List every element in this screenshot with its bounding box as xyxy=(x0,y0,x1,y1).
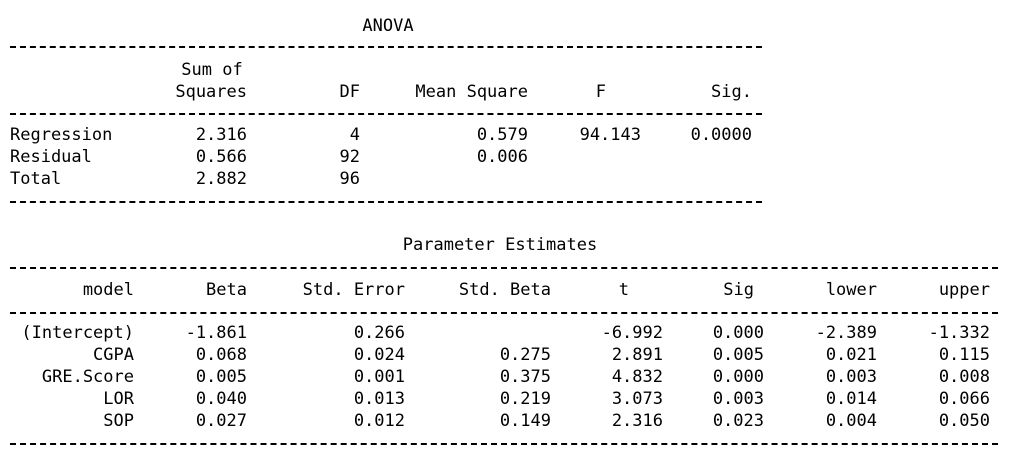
anova-row-label: Total xyxy=(10,169,62,189)
params-row-lower: 0.004 xyxy=(825,411,877,431)
params-row-t: 2.316 xyxy=(611,411,663,431)
params-row-lower: 0.003 xyxy=(825,367,877,387)
params-row-t: 3.073 xyxy=(611,389,663,409)
params-header-std-beta: Std. Beta xyxy=(458,280,551,300)
anova-row-df: 92 xyxy=(339,147,360,167)
params-row-std-beta: 0.275 xyxy=(499,345,551,365)
params-row-std-beta: 0.149 xyxy=(499,411,551,431)
params-row-lower: 0.014 xyxy=(825,389,877,409)
params-rule-top xyxy=(10,267,998,269)
params-row-sig: 0.000 xyxy=(712,323,764,343)
anova-row-df: 96 xyxy=(339,169,360,189)
params-row-se: 0.001 xyxy=(353,367,405,387)
anova-row-label: Residual xyxy=(10,147,92,167)
anova-header-ss: Squares xyxy=(175,82,247,102)
params-title: Parameter Estimates xyxy=(402,235,598,255)
params-row-lower: -2.389 xyxy=(815,323,877,343)
anova-rule-bottom xyxy=(10,201,762,203)
params-header-beta: Beta xyxy=(206,280,247,300)
anova-row-f: 94.143 xyxy=(579,125,641,145)
params-row-model: CGPA xyxy=(93,345,134,365)
params-row-sig: 0.000 xyxy=(712,367,764,387)
params-row-beta: 0.068 xyxy=(195,345,247,365)
params-row-se: 0.266 xyxy=(353,323,405,343)
params-row-sig: 0.005 xyxy=(712,345,764,365)
params-header-model: model xyxy=(82,280,134,300)
anova-row-ms: 0.579 xyxy=(476,125,528,145)
params-row-beta: 0.005 xyxy=(195,367,247,387)
anova-header-ms: Mean Square xyxy=(415,82,528,102)
params-row-std-beta: 0.375 xyxy=(499,367,551,387)
params-row-upper: 0.066 xyxy=(938,389,990,409)
params-row-upper: -1.332 xyxy=(928,323,990,343)
anova-row-label: Regression xyxy=(10,125,113,145)
params-row-beta: -1.861 xyxy=(185,323,247,343)
params-row-t: 4.832 xyxy=(611,367,663,387)
params-row-se: 0.024 xyxy=(353,345,405,365)
params-row-beta: 0.040 xyxy=(195,389,247,409)
anova-row-ss: 2.316 xyxy=(195,125,247,145)
params-row-sig: 0.003 xyxy=(712,389,764,409)
params-row-std-beta: 0.219 xyxy=(499,389,551,409)
params-header-upper: upper xyxy=(938,280,990,300)
params-row-model: SOP xyxy=(103,411,134,431)
params-row-lower: 0.021 xyxy=(825,345,877,365)
params-row-model: LOR xyxy=(103,389,134,409)
params-rule-bottom xyxy=(10,443,998,445)
params-header-t: t xyxy=(618,280,629,300)
anova-row-sig: 0.0000 xyxy=(690,125,752,145)
params-rule-mid xyxy=(10,312,998,314)
anova-header-ss-top: Sum of xyxy=(181,60,243,80)
params-row-se: 0.013 xyxy=(353,389,405,409)
anova-title: ANOVA xyxy=(362,16,414,36)
anova-header-df: DF xyxy=(339,82,360,102)
params-header-std-error: Std. Error xyxy=(302,280,405,300)
params-row-model: GRE.Score xyxy=(41,367,134,387)
params-row-upper: 0.050 xyxy=(938,411,990,431)
params-row-se: 0.012 xyxy=(353,411,405,431)
params-row-beta: 0.027 xyxy=(195,411,247,431)
params-row-model: (Intercept) xyxy=(21,323,134,343)
params-row-t: 2.891 xyxy=(611,345,663,365)
anova-rule-top xyxy=(10,46,762,48)
anova-header-sig: Sig. xyxy=(711,82,752,102)
params-row-upper: 0.115 xyxy=(938,345,990,365)
params-row-t: -6.992 xyxy=(601,323,663,343)
anova-rule-mid xyxy=(10,113,762,115)
anova-row-ms: 0.006 xyxy=(476,147,528,167)
anova-row-df: 4 xyxy=(349,125,360,145)
anova-header-f: F xyxy=(595,82,606,102)
params-row-sig: 0.023 xyxy=(712,411,764,431)
anova-row-ss: 2.882 xyxy=(195,169,247,189)
params-header-sig: Sig xyxy=(723,280,754,300)
params-header-lower: lower xyxy=(825,280,877,300)
params-row-upper: 0.008 xyxy=(938,367,990,387)
anova-row-ss: 0.566 xyxy=(195,147,247,167)
